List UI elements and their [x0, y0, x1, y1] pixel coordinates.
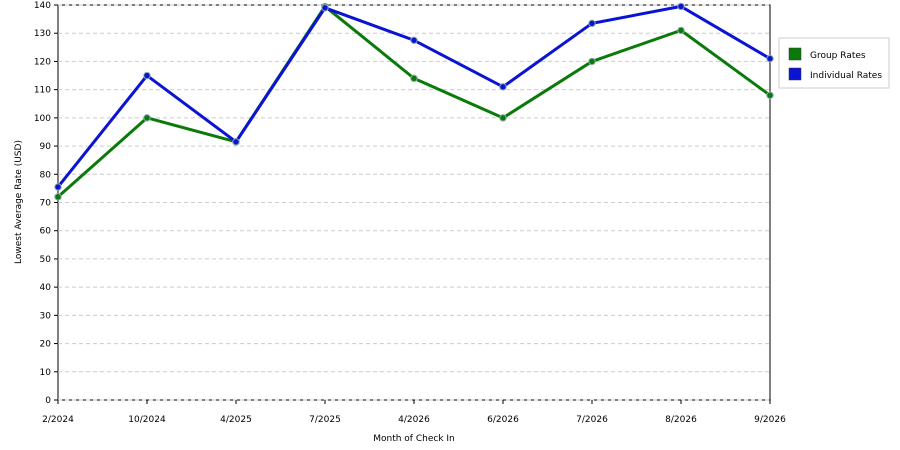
x-tick-label: 6/2026 — [487, 415, 519, 425]
y-tick-label: 70 — [40, 199, 52, 209]
data-point — [499, 83, 507, 91]
y-tick-label: 130 — [34, 29, 51, 39]
y-tick-label: 90 — [40, 142, 52, 152]
data-point — [766, 91, 774, 99]
legend-swatch — [788, 67, 802, 81]
y-tick-label: 110 — [34, 86, 51, 96]
y-tick-label: 20 — [40, 340, 52, 350]
y-tick-label: 0 — [45, 396, 51, 406]
data-point — [588, 57, 596, 66]
y-axis-label: Lowest Average Rate (USD) — [14, 140, 24, 264]
plot-area — [57, 4, 771, 401]
x-tick-label: 2/2024 — [42, 415, 74, 425]
data-point — [54, 183, 62, 191]
y-tick-label: 40 — [40, 283, 52, 293]
x-tick-label: 10/2024 — [128, 415, 166, 425]
x-tick-label: 4/2025 — [220, 415, 252, 425]
y-tick-label: 60 — [40, 227, 52, 237]
data-point — [499, 114, 507, 122]
data-point — [410, 74, 418, 83]
y-tick-label: 10 — [40, 368, 52, 378]
data-point — [54, 193, 62, 201]
y-tick-label: 30 — [40, 311, 52, 321]
x-tick-label: 7/2025 — [309, 415, 341, 425]
data-point — [232, 138, 240, 146]
y-tick-label: 80 — [40, 170, 52, 180]
data-point — [410, 36, 418, 44]
x-axis-label: Month of Check In — [373, 434, 455, 444]
x-tick-label: 7/2026 — [576, 415, 608, 425]
data-point — [143, 114, 151, 122]
data-point — [143, 71, 151, 80]
data-point — [766, 54, 774, 63]
x-tick-label: 8/2026 — [665, 415, 697, 425]
data-point — [677, 26, 685, 35]
x-tick-label: 4/2026 — [398, 415, 430, 425]
legend-label: Individual Rates — [810, 71, 882, 81]
data-point — [321, 4, 329, 12]
legend-label: Group Rates — [810, 51, 866, 61]
x-tick-label: 9/2026 — [754, 415, 786, 425]
data-point — [677, 2, 685, 11]
y-tick-label: 120 — [34, 57, 51, 67]
y-tick-label: 100 — [34, 114, 51, 124]
data-point — [588, 19, 596, 28]
y-tick-label: 50 — [40, 255, 52, 265]
y-tick-label: 140 — [34, 1, 51, 11]
legend-swatch — [788, 47, 802, 61]
